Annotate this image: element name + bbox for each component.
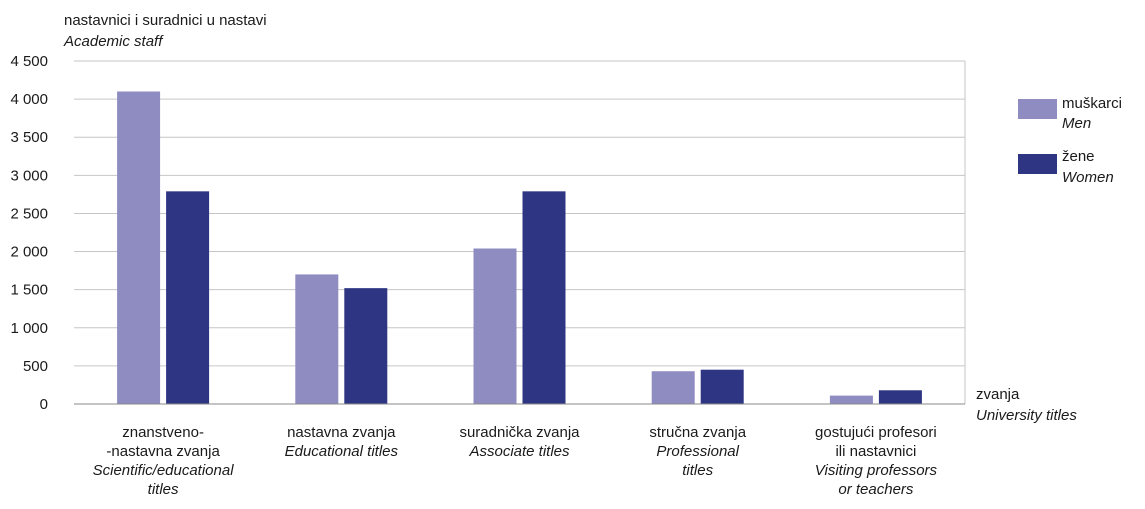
y-tick-label: 3 000 [10,167,48,184]
x-tick-label: stručna zvanja [649,424,746,441]
x-tick-label: nastavna zvanja [287,424,396,441]
x-tick-label: ili nastavnici [835,443,916,460]
y-tick-label: 1 000 [10,320,48,337]
x-tick-label: -nastavna zvanja [106,443,220,460]
x-tick-label-english: Professional [656,443,739,460]
x-axis-title: zvanja [976,386,1020,403]
x-tick-label-english: or teachers [838,481,914,498]
x-tick-label-english: titles [682,462,713,479]
bar-women [344,288,388,404]
bar-men [829,395,873,404]
legend-swatch-women [1018,154,1057,174]
bar-men [117,91,161,404]
y-tick-label: 500 [23,358,48,375]
bar-women [166,191,210,404]
y-tick-label: 4 000 [10,91,48,108]
x-tick-label-english: Associate titles [468,443,570,460]
legend-label-women-english: Women [1062,169,1114,186]
x-tick-label-english: Educational titles [285,443,399,460]
bar-men [651,371,695,404]
x-tick-label: znanstveno- [122,424,204,441]
x-axis-title-english: University titles [976,407,1077,424]
y-tick-label: 3 500 [10,129,48,146]
x-tick-label: gostujući profesori [815,424,937,441]
x-tick-label-english: Scientific/educational [93,462,235,479]
y-tick-label: 4 500 [10,53,48,70]
x-tick-label-english: titles [148,481,179,498]
y-tick-label: 2 500 [10,205,48,222]
legend: muškarci Men žene Women [1018,95,1122,186]
bar-women [522,191,566,404]
bar-layer [117,91,922,404]
y-tick-label: 1 500 [10,282,48,299]
bar-women [878,390,922,404]
bar-men [473,248,517,404]
bar-men [295,274,339,404]
y-axis-title: nastavnici i suradnici u nastavi [64,12,267,29]
legend-swatch-men [1018,99,1057,119]
y-axis-title-english: Academic staff [63,33,164,50]
y-tick-label: 0 [40,396,48,413]
axis-layer: 0 500 1 000 1 500 2 000 2 500 3 000 3 500 4 000 4… [10,53,965,498]
y-tick-label: 2 000 [10,244,48,261]
x-tick-label: suradnička zvanja [459,424,580,441]
legend-label-men: muškarci [1062,95,1122,112]
grid-layer [74,60,966,404]
legend-label-women: žene [1062,148,1095,165]
legend-label-men-english: Men [1062,115,1091,132]
bar-women [700,369,744,404]
x-tick-label-english: Visiting professors [815,462,938,479]
